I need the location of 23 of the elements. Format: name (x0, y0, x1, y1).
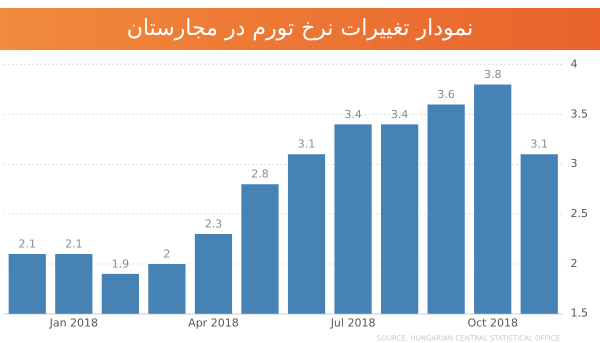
data-label: 3.1 (530, 138, 548, 151)
y-tick-label: 3 (570, 157, 578, 170)
x-tick-label: Jan 2018 (48, 316, 98, 330)
data-label: 2.8 (251, 168, 269, 181)
data-label: 3.4 (344, 108, 362, 121)
data-label: 2.1 (65, 237, 83, 250)
y-tick-label: 1.5 (570, 306, 588, 320)
data-label: 3.8 (484, 68, 502, 81)
data-label: 1.9 (112, 257, 130, 270)
data-label: 3.6 (437, 88, 455, 101)
data-label: 3.4 (390, 108, 408, 121)
y-tick-label: 2.5 (570, 206, 588, 220)
data-label: 3.1 (298, 138, 316, 151)
data-label: 2.3 (204, 217, 222, 230)
y-tick-label: 3.5 (570, 107, 588, 120)
data-label: 2 (163, 247, 170, 260)
x-tick-label: Oct 2018 (467, 316, 518, 330)
y-tick-label: 2 (570, 256, 578, 270)
y-tick-label: 4 (570, 57, 578, 70)
chart-title: نمودار تغییرات نرخ تورم در مجارستان (0, 8, 600, 50)
x-tick-label: Jul 2018 (330, 316, 376, 330)
data-label: 2.1 (18, 237, 36, 250)
x-tick-label: Apr 2018 (188, 316, 239, 330)
